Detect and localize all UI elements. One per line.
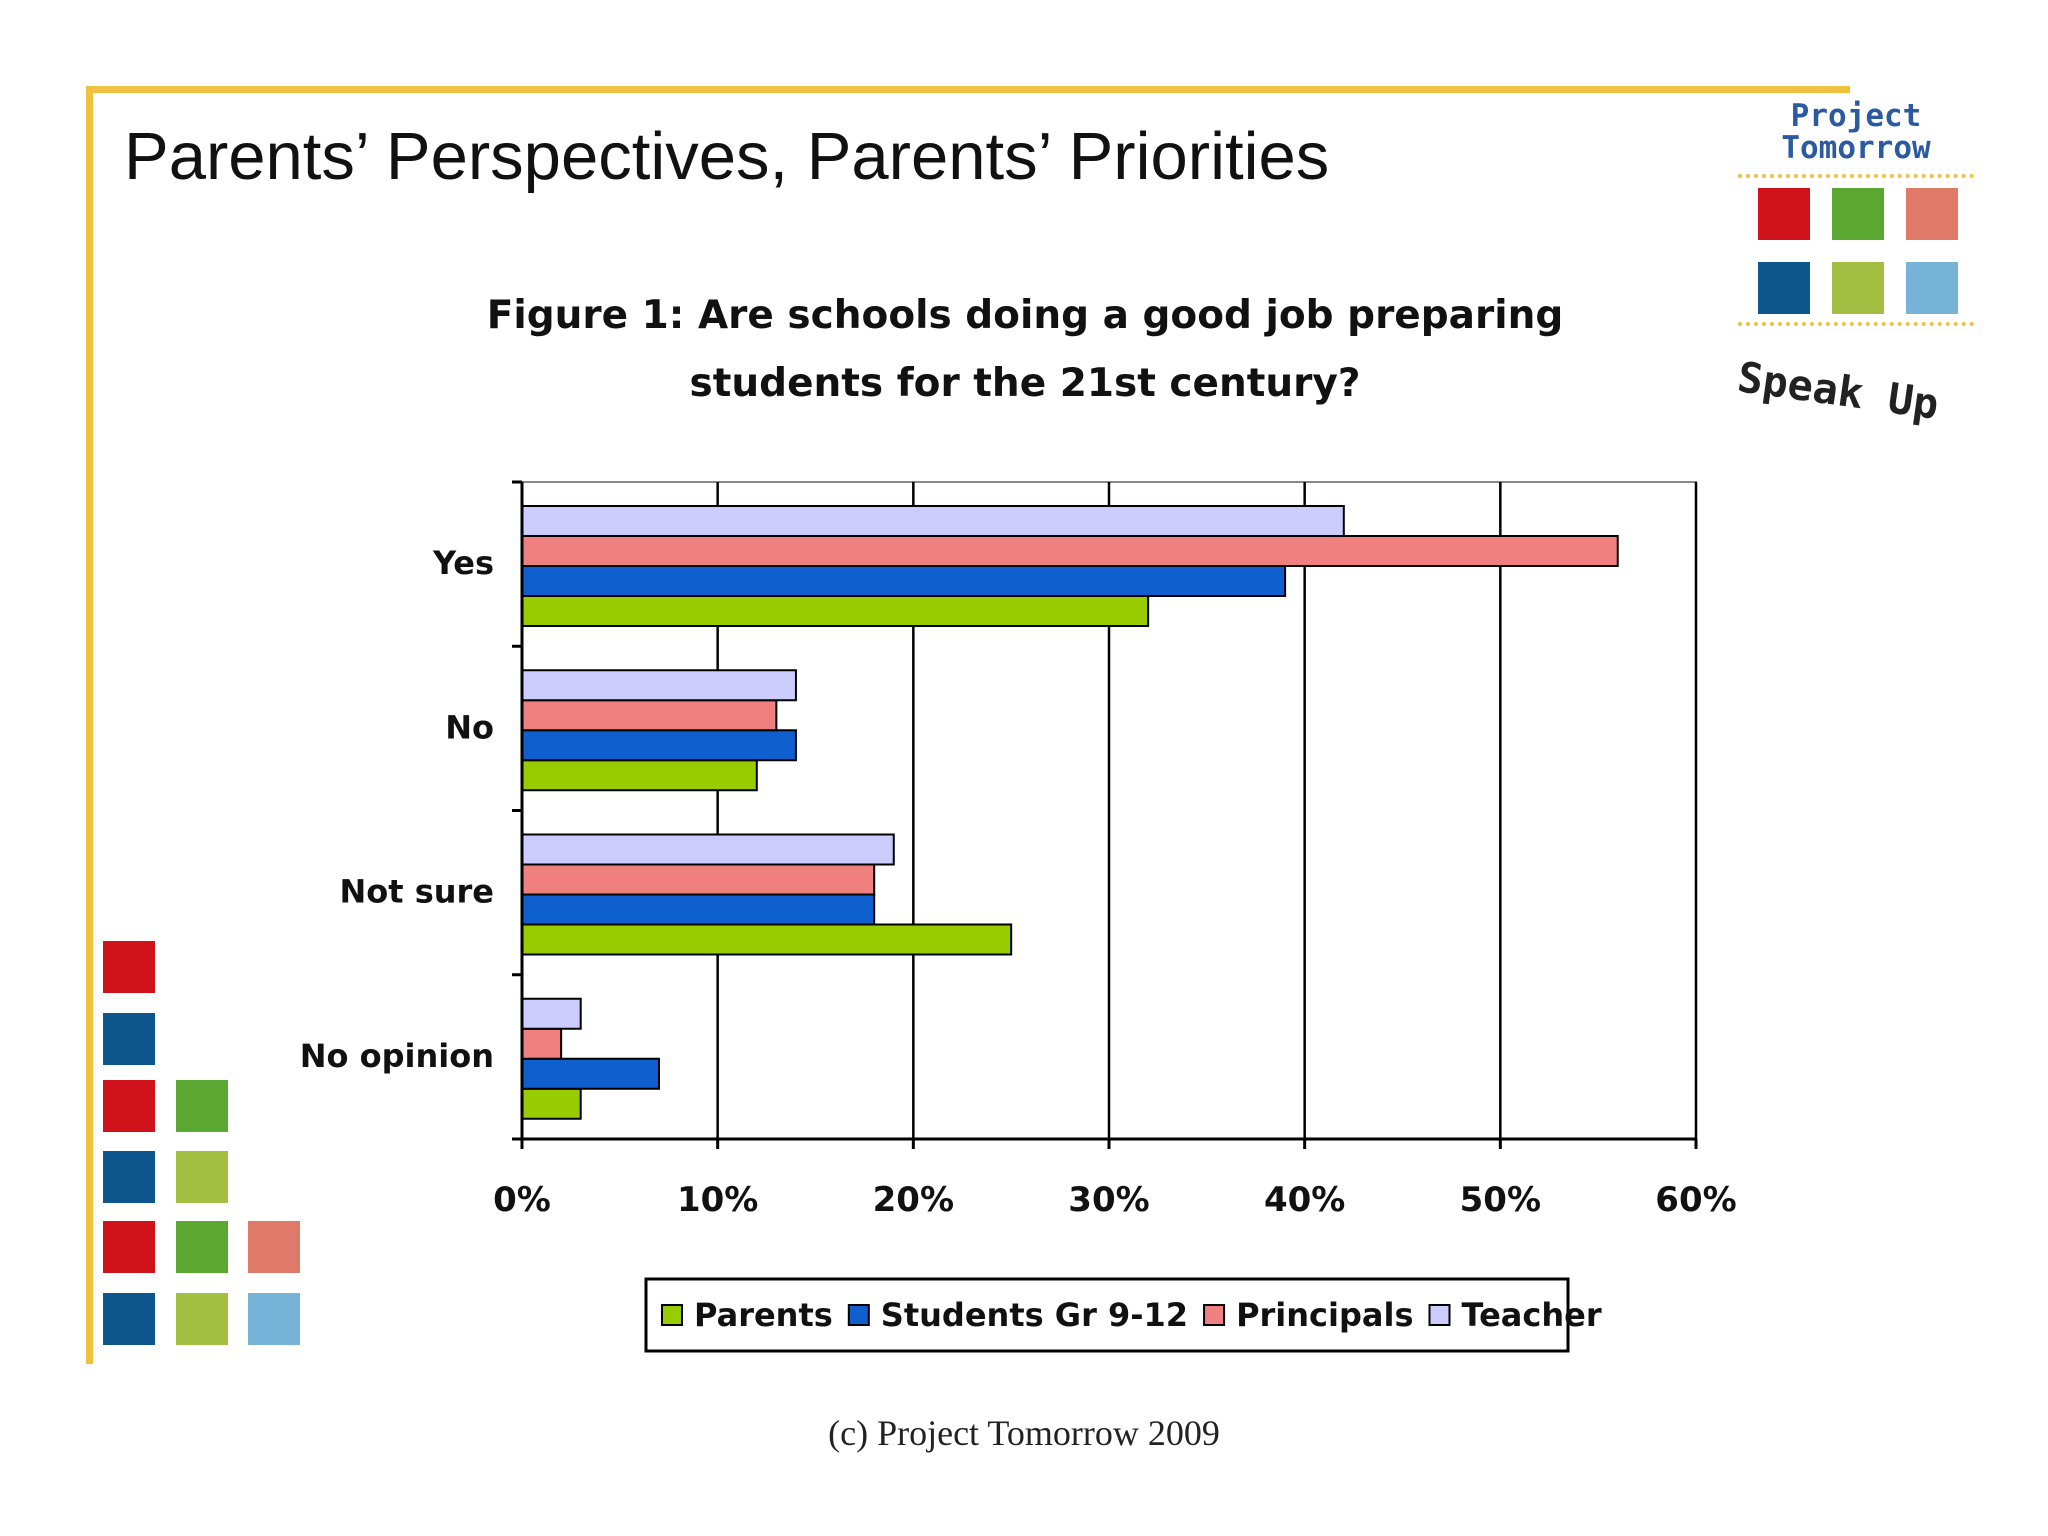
x-tick-label: 30% [1068, 1180, 1149, 1220]
logo-square-blue [1758, 262, 1810, 314]
bar [521, 997, 582, 1030]
logo-dotted-rule-top [1738, 174, 1974, 178]
bar [521, 1027, 563, 1060]
logo-square-red [1758, 188, 1810, 240]
logo-square-salmon [1906, 188, 1958, 240]
decor-square-lime [176, 1151, 228, 1203]
project-tomorrow-logo: Project Tomorrow Speak Up [1728, 96, 1984, 429]
decor-square-blue [103, 1013, 155, 1065]
y-tick-label: No opinion [300, 1037, 494, 1075]
chart-labels: Yes No Not sure No opinion 0% 10% 20% 30% 40% 50%… [300, 544, 1737, 1220]
bar [521, 565, 1287, 597]
logo-name: Project Tomorrow [1728, 100, 1984, 164]
decor-square-skyblue [248, 1293, 300, 1345]
bar [521, 699, 778, 732]
x-tick-label: 10% [677, 1180, 758, 1220]
logo-square-skyblue [1906, 262, 1958, 314]
legend-swatch [847, 1304, 870, 1326]
logo-square-green [1832, 188, 1884, 240]
legend-label: Principals [1236, 1296, 1413, 1334]
decor-square-blue [103, 1293, 155, 1345]
chart-title-line-2: students for the 21st century? [689, 361, 1361, 406]
x-tick-label: 0% [493, 1180, 551, 1220]
legend-swatch [1203, 1304, 1226, 1326]
bar [521, 759, 758, 792]
legend-swatch [1428, 1304, 1451, 1326]
chart-axes [512, 480, 1698, 1149]
bar [521, 669, 797, 702]
chart-bars [521, 505, 1619, 1120]
bar [521, 893, 876, 926]
slide-footer: (c) Project Tomorrow 2009 [828, 1413, 1220, 1453]
logo-name-line-1: Project [1790, 98, 1922, 134]
y-tick-label: No [445, 708, 494, 746]
bar [521, 833, 895, 866]
logo-tagline: Speak Up [1734, 352, 1942, 429]
x-tick-label: 50% [1460, 1180, 1541, 1220]
decor-square-green [176, 1080, 228, 1132]
legend-label: Students Gr 9-12 [881, 1296, 1188, 1334]
x-tick-label: 60% [1655, 1180, 1736, 1220]
legend-label: Teacher [1462, 1296, 1602, 1334]
decor-square-lime [176, 1293, 228, 1345]
legend-label: Parents [694, 1296, 833, 1334]
x-tick-label: 40% [1264, 1180, 1345, 1220]
bar [521, 535, 1619, 567]
y-tick-label: Yes [432, 544, 494, 582]
legend-box [644, 1277, 1570, 1353]
slide-title: Parents’ Perspectives, Parents’ Prioriti… [124, 119, 1330, 194]
bar [521, 729, 797, 762]
decor-square-red [103, 1080, 155, 1132]
legend-swatch [661, 1304, 683, 1326]
decor-square-red [103, 1221, 155, 1273]
bar [521, 505, 1345, 537]
slide-frame-left-border [86, 86, 93, 1364]
logo-square-lime [1832, 262, 1884, 314]
bar [521, 1057, 660, 1090]
bar [521, 923, 1013, 956]
chart-title-line-1: Figure 1: Are schools doing a good job p… [486, 293, 1564, 338]
decor-square-green [176, 1221, 228, 1273]
logo-name-line-2: Tomorrow [1781, 130, 1931, 166]
bar [521, 595, 1150, 627]
chart-legend: Parents Students Gr 9-12 Principals Teacher [644, 1277, 1602, 1353]
bar [521, 863, 876, 896]
y-tick-label: Not sure [339, 873, 494, 911]
chart-title: Figure 1: Are schools doing a good job p… [430, 282, 1620, 418]
decor-square-salmon [248, 1221, 300, 1273]
logo-dotted-rule-bottom [1738, 322, 1974, 326]
decor-square-blue [103, 1151, 155, 1203]
decor-square-red [103, 941, 155, 993]
x-tick-label: 20% [873, 1180, 954, 1220]
bar [521, 1087, 582, 1120]
slide-frame-top-border [86, 86, 1850, 93]
